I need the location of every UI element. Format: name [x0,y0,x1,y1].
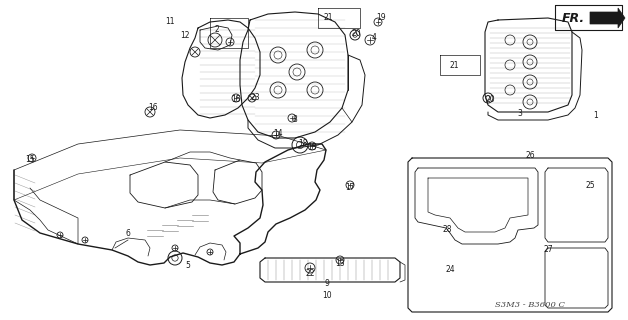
Text: 26: 26 [525,150,535,159]
Text: 16: 16 [148,103,158,113]
Text: 10: 10 [322,291,332,300]
Text: 20: 20 [351,28,361,37]
Text: 15: 15 [307,143,317,153]
Text: 17: 17 [345,183,355,193]
Text: 15: 15 [231,95,241,105]
Text: FR.: FR. [562,12,585,26]
Text: 23: 23 [250,93,260,102]
Text: 12: 12 [180,30,190,39]
Text: 27: 27 [543,245,553,254]
Text: 8: 8 [293,116,298,124]
Text: 3: 3 [517,108,522,117]
Text: 15: 15 [25,156,35,164]
Text: S3M3 - B3600 C: S3M3 - B3600 C [495,301,565,309]
Text: 18: 18 [298,139,308,148]
Text: 11: 11 [165,18,175,27]
Text: 28: 28 [442,226,452,235]
Text: 1: 1 [593,110,598,119]
Text: 9: 9 [325,278,330,287]
Text: 21: 21 [449,60,458,69]
Text: 5: 5 [185,261,190,270]
Text: 21: 21 [323,13,333,22]
Text: 19: 19 [376,13,386,22]
Text: 25: 25 [585,180,595,189]
Text: 2: 2 [215,26,219,35]
Text: 14: 14 [273,129,283,138]
Text: 6: 6 [126,228,131,237]
Text: 13: 13 [335,259,345,268]
Text: 24: 24 [445,266,455,275]
Text: 20: 20 [485,95,495,105]
Text: 22: 22 [305,268,315,277]
Polygon shape [590,8,625,28]
Text: 4: 4 [372,34,376,43]
